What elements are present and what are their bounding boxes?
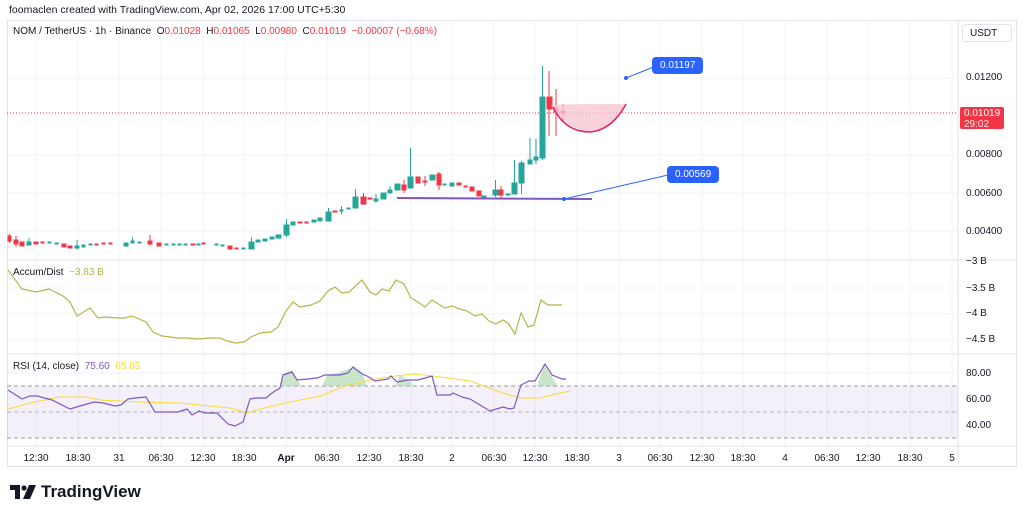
accum-dist-legend[interactable]: Accum/Dist −3.83 B <box>13 267 104 278</box>
chart-frame <box>7 20 1017 467</box>
rsi-legend[interactable]: RSI (14, close) 75.60 65.65 <box>13 361 141 372</box>
rsi-tick: 80.00 <box>966 368 992 379</box>
ad-tick: −4.5 B <box>966 334 996 345</box>
brand-name: TradingView <box>41 482 141 501</box>
price-tick: 0.00800 <box>966 149 1003 160</box>
tradingview-logo[interactable]: TradingView <box>10 482 141 502</box>
ad-tick: −4 B <box>966 308 987 319</box>
grid-vertical <box>35 20 953 446</box>
price-callout-lower[interactable]: 0.00569 <box>667 166 720 183</box>
low-value: 0.00980 <box>260 26 297 37</box>
change-value: −0.00007 (−0.68%) <box>351 26 438 37</box>
bar-countdown: 29:02 <box>964 119 990 130</box>
chart-credit: foomaclen created with TradingView.com, … <box>9 4 346 16</box>
tradingview-logo-icon <box>10 485 36 499</box>
support-line[interactable] <box>396 197 593 200</box>
close-value: 0.01019 <box>309 26 346 37</box>
rsi-tick: 40.00 <box>966 420 992 431</box>
rsi-line <box>7 362 566 427</box>
rsi-overbought-fill <box>280 365 558 386</box>
ad-tick: −3.5 B <box>966 283 996 294</box>
callout-pointer-upper <box>625 65 657 79</box>
high-value: 0.01065 <box>213 26 250 37</box>
rsi-ma-line <box>7 373 571 414</box>
current-price-tag: 0.01019 29:02 <box>960 107 1004 130</box>
cup-pattern-arc[interactable] <box>552 103 627 133</box>
currency-selector[interactable]: USDT <box>962 24 1012 42</box>
callout-pointer-lower <box>563 174 669 200</box>
price-tick: 0.00600 <box>966 188 1003 199</box>
grid-horizontal <box>7 77 958 374</box>
price-tick: 0.00400 <box>966 226 1003 237</box>
price-callout-upper[interactable]: 0.01197 <box>652 57 704 74</box>
price-tick: 0.01200 <box>966 72 1003 83</box>
rsi-tick: 60.00 <box>966 394 992 405</box>
accum-dist-line <box>7 269 562 344</box>
ad-tick: −3 B <box>966 256 987 267</box>
cup-pattern-fill <box>551 104 626 133</box>
symbol-legend: NOM / TetherUS · 1h · Binance O0.01028 H… <box>13 26 438 37</box>
open-value: 0.01028 <box>164 26 201 37</box>
symbol-name[interactable]: NOM / TetherUS · 1h · Binance <box>13 26 152 37</box>
